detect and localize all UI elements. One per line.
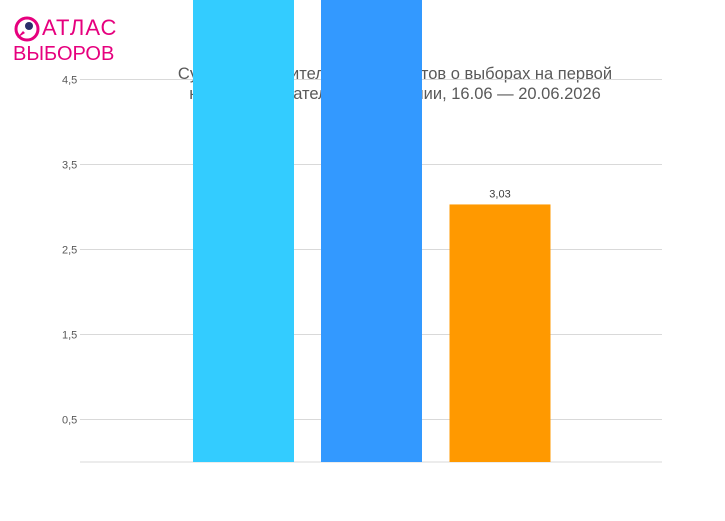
rocket-logo-icon xyxy=(14,16,40,42)
atlas-logo: АТЛАС ВЫБОРОВ xyxy=(12,14,116,66)
bar-value-label: 3,03 xyxy=(489,188,510,200)
y-tick-label: 1,5 xyxy=(62,330,77,342)
y-tick-label: 4,5 xyxy=(62,75,77,87)
y-tick-label: 5,5 xyxy=(62,0,77,2)
logo-text-line1: АТЛАС xyxy=(42,15,118,40)
y-tick-label: 3,5 xyxy=(62,160,77,172)
y-axis-tick-labels: 0,51,52,53,54,55,56,57,5 xyxy=(62,0,77,427)
bar xyxy=(321,0,422,463)
bar xyxy=(449,204,551,462)
data-labels: 6,786,973,03 xyxy=(489,188,510,200)
bar xyxy=(193,0,294,462)
y-tick-label: 2,5 xyxy=(62,245,77,257)
logo-text-line2: ВЫБОРОВ xyxy=(13,43,115,65)
y-tick-label: 0,5 xyxy=(62,415,77,427)
bars xyxy=(193,0,551,463)
